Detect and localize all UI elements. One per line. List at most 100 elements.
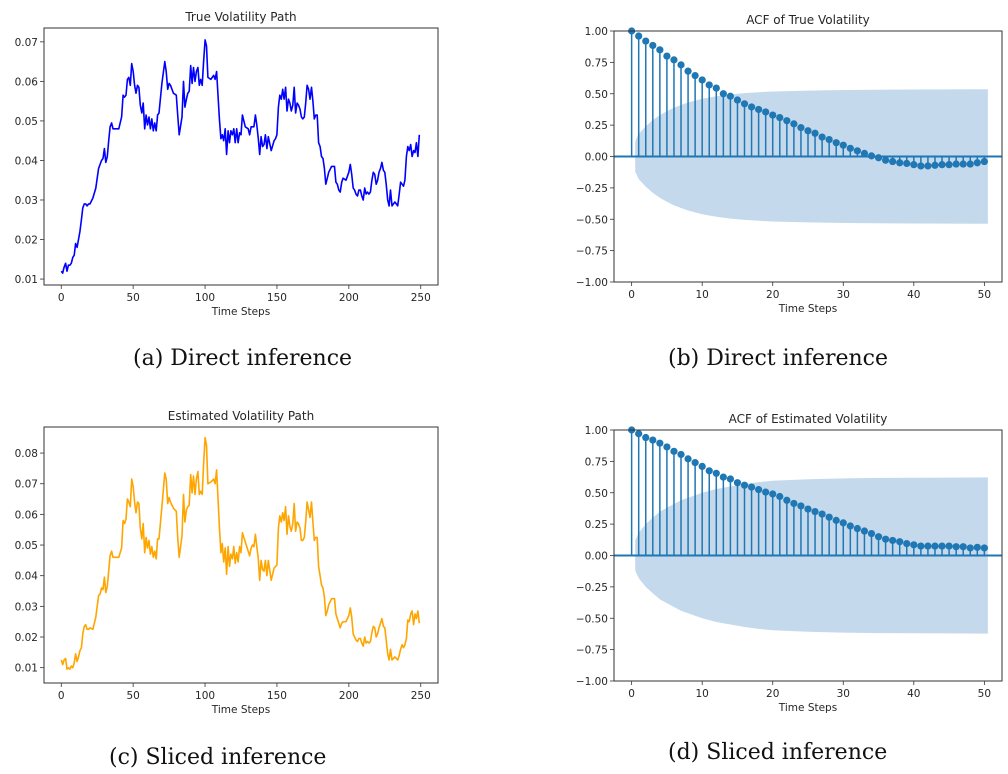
acf-marker: [684, 455, 692, 463]
y-tick-label: −0.75: [576, 246, 608, 258]
acf-marker: [860, 527, 869, 535]
caption-c: (c) Sliced inference: [109, 745, 327, 770]
x-tick-label: 0: [628, 289, 635, 301]
acf-marker: [691, 459, 699, 467]
acf-marker: [931, 542, 939, 550]
acf-marker: [846, 522, 854, 530]
acf-marker: [705, 467, 713, 475]
y-tick-label: 0.07: [15, 479, 38, 491]
acf-marker: [762, 108, 770, 116]
y-tick-label: 0.05: [15, 540, 38, 552]
y-tick-label: −0.50: [576, 613, 608, 625]
chart-estimated-volatility-path: Estimated Volatility Path 0 50 100 150 200 250…: [15, 409, 439, 716]
acf-marker: [818, 133, 826, 141]
acf-marker: [769, 111, 777, 119]
x-tick-label: 200: [339, 690, 359, 702]
x-tick-label: 250: [411, 292, 431, 304]
acf-marker: [719, 473, 727, 481]
acf-marker: [910, 161, 918, 169]
acf-marker: [825, 513, 833, 521]
acf-marker: [698, 76, 706, 84]
acf-marker: [790, 120, 798, 128]
y-tick-label: 0.03: [15, 601, 38, 613]
x-tick-label: 30: [837, 289, 850, 301]
x-tick-label: 10: [695, 289, 708, 301]
acf-marker: [783, 117, 791, 125]
series-line: [60, 436, 421, 670]
x-tick-label: 20: [766, 688, 779, 700]
acf-marker: [747, 103, 756, 111]
caption-b: (b) Direct inference: [668, 346, 889, 371]
acf-marker: [952, 160, 960, 168]
acf-marker: [867, 152, 876, 160]
acf-marker: [663, 52, 671, 60]
y-tick-label: 0.06: [15, 509, 39, 521]
acf-marker: [853, 524, 861, 533]
acf-marker: [726, 92, 734, 100]
acf-marker: [733, 479, 742, 487]
series-line: [60, 39, 421, 274]
caption-a: (a) Direct inference: [133, 346, 353, 371]
acf-marker: [698, 462, 706, 470]
acf-marker: [740, 100, 749, 108]
acf-marker: [691, 71, 699, 80]
acf-marker: [677, 61, 685, 69]
acf-marker: [945, 542, 953, 550]
y-tick-label: 0.50: [585, 89, 608, 101]
acf-marker: [726, 475, 734, 483]
plot-frame: [43, 426, 439, 684]
chart-acf-estimated-volatility: ACF of Estimated Volatility 0 10 20 30 40 50 −1…: [576, 412, 1003, 714]
acf-marker: [945, 161, 953, 169]
acf-marker: [790, 499, 798, 508]
plot-frame: [43, 27, 439, 286]
acf-marker: [896, 159, 904, 167]
acf-marker: [649, 436, 657, 444]
acf-marker: [635, 430, 643, 438]
acf-marker: [804, 505, 812, 513]
y-tick-label: −0.50: [576, 214, 608, 226]
acf-marker: [818, 510, 826, 518]
acf-marker: [896, 538, 904, 546]
acf-marker: [755, 105, 763, 114]
acf-marker: [769, 490, 777, 498]
acf-marker: [917, 162, 925, 170]
x-tick-label: 0: [58, 292, 65, 304]
acf-marker: [642, 433, 650, 442]
acf-marker: [663, 443, 671, 451]
chart-title: Estimated Volatility Path: [168, 409, 314, 423]
x-tick-label: 10: [695, 688, 708, 700]
y-tick-label: 0.00: [585, 551, 608, 563]
acf-marker: [938, 161, 946, 169]
acf-marker: [966, 544, 974, 552]
acf-marker: [910, 541, 918, 549]
acf-marker: [924, 162, 932, 170]
y-tick-label: 0.05: [15, 116, 38, 128]
y-tick-label: 0.25: [585, 120, 608, 132]
x-tick-label: 40: [907, 289, 920, 301]
x-tick-label: 250: [411, 690, 431, 702]
acf-marker: [860, 149, 869, 157]
y-tick-label: −1.00: [576, 277, 608, 289]
panel-a: True Volatility Path 0 50 100 150 200 250 0.01 0…: [0, 0, 460, 330]
y-tick-label: 0.02: [15, 632, 38, 644]
acf-marker: [776, 113, 784, 122]
acf-marker: [874, 154, 883, 162]
x-tick-label: 50: [978, 289, 991, 301]
x-axis-label: Time Steps: [778, 303, 837, 315]
acf-marker: [839, 519, 847, 527]
acf-marker: [867, 529, 876, 538]
x-tick-label: 200: [339, 292, 359, 304]
acf-marker: [762, 488, 770, 496]
acf-marker: [649, 41, 657, 50]
acf-marker: [832, 516, 840, 524]
x-axis-label: Time Steps: [778, 702, 837, 714]
y-tick-label: 0.04: [15, 155, 39, 167]
acf-marker: [656, 439, 664, 447]
acf-marker: [733, 96, 742, 104]
acf-marker: [705, 81, 713, 89]
chart-acf-true-volatility: ACF of True Volatility 0 10 20 30 40 50 −1.00 −0…: [576, 13, 1003, 315]
acf-marker: [825, 135, 833, 144]
acf-marker: [903, 539, 911, 548]
acf-marker: [839, 141, 847, 149]
x-tick-label: 40: [907, 688, 920, 700]
